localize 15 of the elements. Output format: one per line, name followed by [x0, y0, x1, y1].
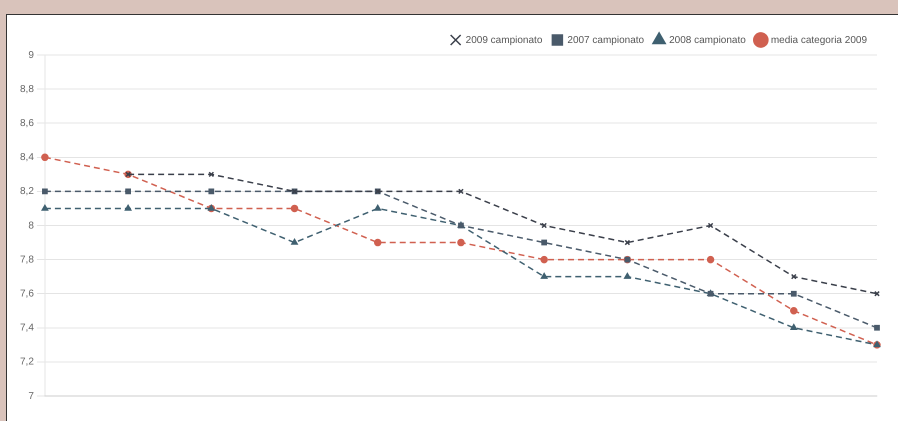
y-tick-label: 7,6	[20, 288, 34, 300]
legend-label: 2009 campionato	[466, 34, 543, 46]
y-tick-label: 8	[28, 220, 34, 232]
y-tick-label: 8,2	[20, 186, 34, 198]
y-tick-label: 7,8	[20, 254, 34, 266]
legend-label: media categoria 2009	[770, 34, 868, 46]
y-tick-label: 7	[28, 390, 34, 402]
y-tick-label: 8,6	[20, 118, 34, 129]
y-tick-label: 8,4	[20, 152, 34, 164]
y-tick-label: 7,2	[20, 356, 34, 368]
legend-label: 2008 campionato	[669, 34, 746, 46]
y-tick-label: 7,4	[20, 322, 34, 334]
legend-label: 2007 campionato	[567, 34, 645, 46]
y-tick-label: 8,8	[20, 84, 34, 95]
y-tick-label: 9	[28, 50, 34, 61]
